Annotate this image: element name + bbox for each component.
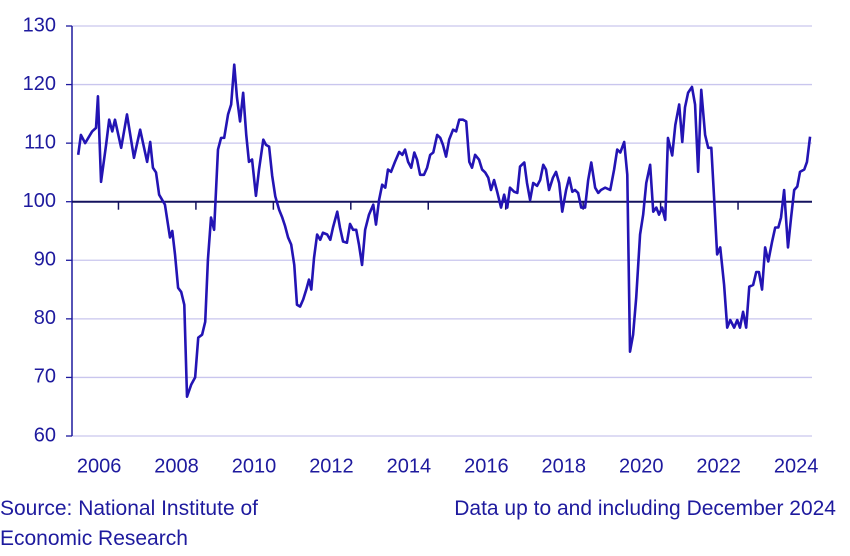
- y-tick-label: 90: [34, 249, 56, 271]
- note: Data up to and including December 2024: [454, 497, 836, 520]
- x-tick-label: 2010: [232, 455, 277, 477]
- y-tick-label: 80: [34, 307, 56, 329]
- source: Source: National Institute of Economic R…: [0, 497, 258, 550]
- x-tick-label: 2014: [387, 455, 432, 477]
- x-tick-label: 2012: [309, 455, 354, 477]
- x-tick-label: 2016: [464, 455, 509, 477]
- x-tick-label: 2020: [619, 455, 664, 477]
- chart: 60 70 80 90 100 110 120 130 2006 2008 2010 2012 2014…: [23, 14, 819, 477]
- x-tick-label: 2006: [77, 455, 122, 477]
- y-tick-label: 120: [23, 73, 56, 95]
- y-tick-label: 130: [23, 14, 56, 36]
- data-line: [76, 63, 812, 399]
- y-tick-label: 100: [23, 190, 56, 212]
- x-tick-label: 2018: [542, 455, 587, 477]
- x-tick-label: 2008: [154, 455, 199, 477]
- y-tick-label: 110: [24, 131, 56, 153]
- x-tick-label: 2022: [696, 455, 741, 477]
- y-tick-label: 60: [34, 424, 56, 446]
- y-tick-label: 70: [34, 366, 56, 388]
- x-tick-label: 2024: [774, 455, 819, 477]
